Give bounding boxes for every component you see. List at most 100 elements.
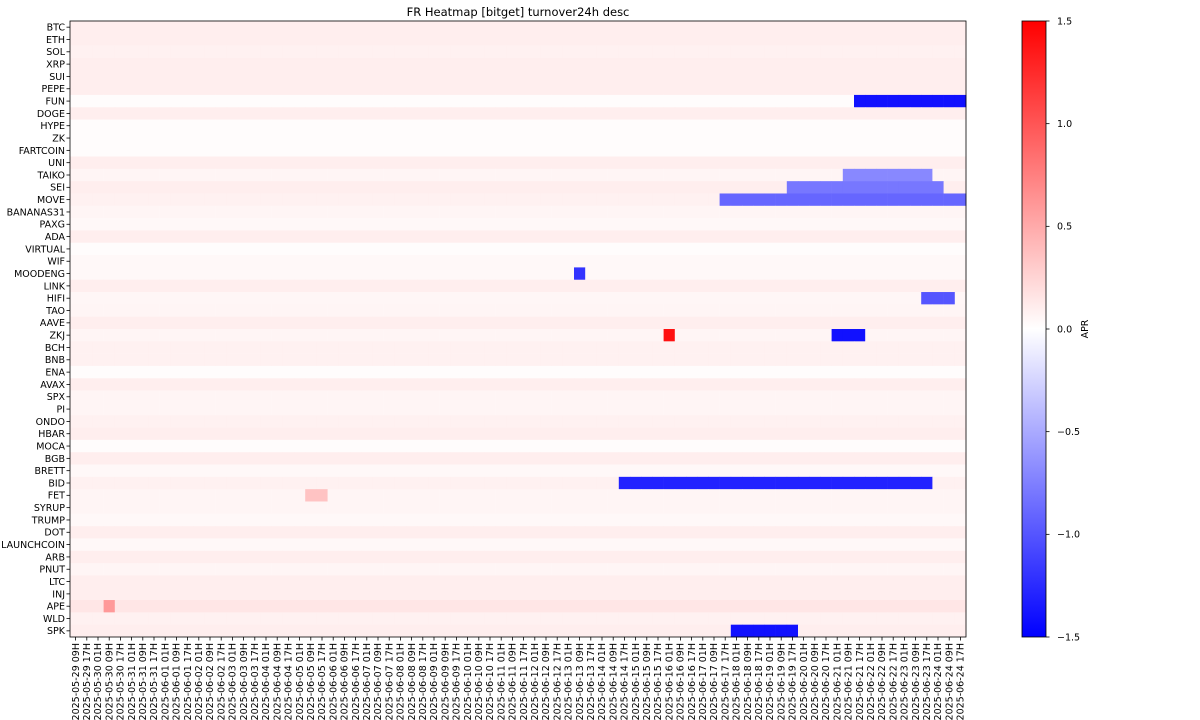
heatmap-cell: [159, 452, 172, 465]
heatmap-cell: [663, 612, 676, 625]
heatmap-cell: [529, 575, 541, 589]
heatmap-cell: [327, 415, 340, 428]
heatmap-cell: [730, 550, 743, 564]
heatmap-cell: [809, 513, 821, 527]
heatmap-cell: [350, 21, 362, 34]
heatmap-cell: [630, 230, 642, 244]
heatmap-cell: [585, 587, 597, 601]
heatmap-cell: [820, 427, 832, 441]
heatmap-cell: [910, 378, 922, 391]
heatmap-cell: [719, 119, 732, 133]
heatmap-cell: [249, 513, 261, 527]
heatmap-cell: [943, 70, 956, 83]
heatmap-cell: [921, 624, 933, 638]
heatmap-cell: [921, 156, 933, 170]
heatmap-cell: [518, 119, 530, 133]
heatmap-cell: [831, 205, 844, 219]
heatmap-cell: [562, 464, 575, 478]
heatmap-cell: [126, 33, 138, 46]
heatmap-cell: [372, 587, 384, 601]
heatmap-cell: [719, 304, 732, 317]
heatmap-cell: [574, 439, 586, 453]
heatmap-cell: [854, 218, 866, 231]
heatmap-cell: [473, 612, 485, 625]
heatmap-cell: [428, 131, 440, 145]
heatmap-cell: [495, 168, 508, 182]
heatmap-cell: [249, 45, 261, 59]
heatmap-cell: [327, 464, 340, 478]
heatmap-cell: [674, 353, 687, 367]
heatmap-cell: [103, 513, 116, 527]
heatmap-cell: [260, 390, 272, 404]
heatmap-cell: [898, 476, 911, 490]
heatmap-cell: [764, 181, 776, 194]
heatmap-cell: [786, 279, 799, 293]
heatmap-cell: [428, 218, 440, 231]
heatmap-cell: [204, 316, 216, 330]
heatmap-cell: [607, 21, 620, 34]
heatmap-cell: [238, 464, 250, 478]
heatmap-cell: [518, 600, 530, 613]
heatmap-cell: [394, 501, 407, 515]
heatmap-cell: [697, 292, 709, 305]
heatmap-cell: [753, 156, 765, 170]
heatmap-cell: [260, 464, 272, 478]
heatmap-cell: [428, 501, 440, 515]
heatmap-cell: [854, 45, 866, 59]
heatmap-cell: [831, 353, 844, 367]
heatmap-cell: [697, 230, 709, 244]
heatmap-cell: [372, 107, 384, 120]
heatmap-cell: [921, 513, 933, 527]
heatmap-cell: [518, 464, 530, 478]
heatmap-cell: [574, 390, 586, 404]
heatmap-cell: [697, 329, 709, 342]
heatmap-cell: [954, 131, 967, 145]
heatmap-cell: [484, 131, 496, 145]
heatmap-cell: [361, 255, 373, 268]
heatmap-cell: [585, 365, 597, 379]
heatmap-cell: [394, 612, 407, 625]
heatmap-cell: [764, 168, 776, 182]
heatmap-cell: [730, 612, 743, 625]
heatmap-cell: [462, 255, 474, 268]
heatmap-cell: [182, 292, 194, 305]
heatmap-cell: [865, 144, 877, 157]
heatmap-cell: [798, 205, 810, 219]
heatmap-cell: [81, 131, 93, 145]
heatmap-cell: [182, 513, 194, 527]
heatmap-cell: [574, 575, 586, 589]
heatmap-cell: [842, 45, 855, 59]
heatmap-cell: [428, 365, 440, 379]
heatmap-cell: [809, 119, 821, 133]
heatmap-cell: [137, 476, 149, 490]
heatmap-cell: [462, 292, 474, 305]
heatmap-cell: [260, 501, 272, 515]
heatmap-cell: [652, 550, 664, 564]
heatmap-cell: [159, 304, 172, 317]
heatmap-cell: [607, 452, 620, 465]
heatmap-cell: [607, 107, 620, 120]
heatmap-cell: [764, 279, 776, 293]
heatmap-cell: [204, 365, 216, 379]
heatmap-cell: [719, 587, 732, 601]
heatmap-cell: [484, 218, 496, 231]
heatmap-cell: [775, 563, 788, 576]
heatmap-cell: [462, 267, 474, 281]
heatmap-cell: [943, 513, 956, 527]
heatmap-cell: [338, 131, 351, 145]
heatmap-cell: [887, 57, 900, 71]
heatmap-cell: [439, 353, 452, 367]
heatmap-cell: [551, 107, 564, 120]
heatmap-cell: [887, 181, 900, 194]
heatmap-cell: [114, 402, 127, 416]
x-tick-label: 2025-06-21 01H: [832, 643, 843, 720]
heatmap-cell: [641, 267, 653, 281]
x-tick-label: 2025-06-01 17H: [183, 643, 194, 720]
heatmap-cell: [876, 550, 888, 564]
heatmap-cell: [148, 341, 160, 354]
heatmap-cell: [484, 612, 496, 625]
heatmap-cell: [898, 390, 911, 404]
heatmap-cell: [193, 563, 205, 576]
heatmap-cell: [831, 501, 844, 515]
heatmap-cell: [495, 513, 508, 527]
